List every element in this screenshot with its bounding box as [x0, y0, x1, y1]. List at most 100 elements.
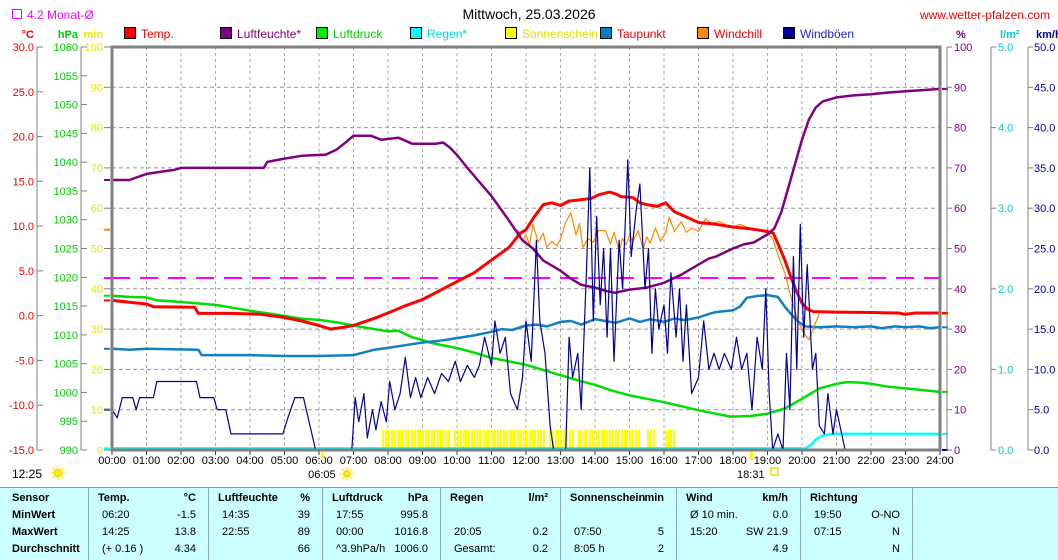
- sunshine-bar: [569, 429, 571, 449]
- table-cell: 8:05 h: [574, 543, 605, 555]
- sunshine-bar: [511, 429, 513, 449]
- axis-label: 10: [954, 405, 966, 417]
- sunshine-bar: [578, 429, 580, 449]
- sunshine-bar: [477, 429, 479, 449]
- sunshine-bar: [592, 429, 594, 449]
- sunshine-bar: [566, 429, 568, 449]
- axis-label: 15.0: [1034, 324, 1055, 336]
- statistics-table: Sensor MinWert MaxWert Durchschnitt Temp. °C 0…: [0, 487, 1058, 560]
- series-temp: [111, 190, 940, 331]
- sunshine-bar: [422, 429, 424, 449]
- sunshine-bar: [428, 429, 430, 449]
- sunshine-bar: [483, 429, 485, 449]
- axis-label: 4.0: [998, 123, 1013, 135]
- legend-swatch-icon: [783, 27, 795, 39]
- axis-label: 1020: [54, 272, 78, 284]
- axis-label: 0.0: [1034, 445, 1049, 457]
- sunshine-bar: [385, 429, 387, 449]
- axis-label: 990: [60, 445, 78, 457]
- legend-label: Taupunkt: [617, 27, 666, 41]
- axis-label: 3.0: [998, 203, 1013, 215]
- axis-label: 70: [954, 163, 966, 175]
- table-divider: [676, 488, 677, 560]
- axis-label: 45.0: [1034, 82, 1055, 94]
- sunshine-bar: [414, 429, 416, 449]
- sunshine-bar: [437, 429, 439, 449]
- sunshine-bar: [526, 429, 528, 449]
- legend-label: Temp.: [141, 27, 174, 41]
- axis-label: 100: [85, 42, 103, 54]
- table-cell: SW 21.9: [745, 526, 788, 538]
- table-cell: N: [892, 526, 900, 538]
- sunshine-bar: [457, 429, 459, 449]
- last-update-time: 12:25: [12, 467, 42, 481]
- sun-icon: [343, 470, 351, 478]
- axis-label: 30.0: [13, 42, 34, 54]
- table-cell: 995.8: [400, 509, 428, 521]
- axis-label: 20: [91, 364, 103, 376]
- legend-swatch-icon: [697, 27, 709, 39]
- sunshine-bar: [552, 429, 554, 449]
- sunshine-bar: [670, 429, 672, 449]
- axis-label: 80: [954, 123, 966, 135]
- table-cell: 19:50: [814, 509, 842, 521]
- sunshine-bar: [465, 429, 467, 449]
- axis-label: 10:00: [443, 455, 471, 467]
- table-cell: 14:25: [102, 526, 130, 538]
- sunshine-bar: [474, 429, 476, 449]
- axis-label: 0: [954, 445, 960, 457]
- axis-label: °C: [22, 29, 34, 41]
- axis-label: 60: [954, 203, 966, 215]
- sun-ray: [341, 476, 345, 480]
- sunshine-bar: [394, 429, 396, 449]
- table-cell: Sonnenschein: [570, 492, 646, 504]
- sunshine-bar: [650, 429, 652, 449]
- axis-label: 35.0: [1034, 163, 1055, 175]
- month-average-text: 4.2 Monat-Ø: [27, 8, 94, 22]
- series-windben: [111, 159, 940, 451]
- table-divider: [208, 488, 209, 560]
- table-cell: Wind: [686, 492, 713, 504]
- axis-label: 20.0: [13, 132, 34, 144]
- sunshine-bar: [388, 429, 390, 449]
- axis-label: 5.0: [19, 266, 34, 278]
- axis-label: 90: [91, 82, 103, 94]
- table-cell: MaxWert: [12, 526, 58, 538]
- website-link[interactable]: www.wetter-pfalzen.com: [919, 8, 1050, 22]
- sunshine-bar: [494, 429, 496, 449]
- axis-label: 40: [91, 284, 103, 296]
- table-cell: l/m²: [528, 492, 548, 504]
- axis-label: 12:00: [512, 455, 540, 467]
- table-divider: [440, 488, 441, 560]
- sun-ray: [61, 467, 64, 470]
- table-cell: 00:00: [336, 526, 364, 538]
- sunshine-bar: [500, 429, 502, 449]
- axis-label: 0.0: [19, 311, 34, 323]
- sunshine-bar: [606, 429, 608, 449]
- table-cell: 1006.0: [394, 543, 428, 555]
- table-cell: Luftfeuchte: [218, 492, 278, 504]
- axis-label: 24:00: [926, 455, 954, 467]
- axis-label: 50.0: [1034, 42, 1055, 54]
- table-cell: 15:20: [690, 526, 718, 538]
- axis-label: %: [956, 29, 966, 41]
- sunshine-bar: [598, 429, 600, 449]
- axis-label: 09:00: [409, 455, 437, 467]
- axis-label: 25.0: [13, 87, 34, 99]
- sunshine-bar: [583, 429, 585, 449]
- axis-label: 90: [954, 82, 966, 94]
- sunset-time: 18:31: [737, 469, 765, 481]
- sunshine-bar: [509, 429, 511, 449]
- axis-label: 14:00: [581, 455, 609, 467]
- legend-swatch-icon: [316, 27, 328, 39]
- sunshine-bar: [635, 429, 637, 449]
- table-cell: 14:35: [222, 509, 250, 521]
- sun-ray: [341, 468, 345, 472]
- axis-label: 1.0: [998, 364, 1013, 376]
- axis-label: 1000: [54, 387, 78, 399]
- sunshine-bar: [391, 429, 393, 449]
- axis-label: 20:00: [788, 455, 816, 467]
- table-cell: MinWert: [12, 509, 56, 521]
- sun-icon: [53, 468, 63, 478]
- sunshine-bar: [399, 429, 401, 449]
